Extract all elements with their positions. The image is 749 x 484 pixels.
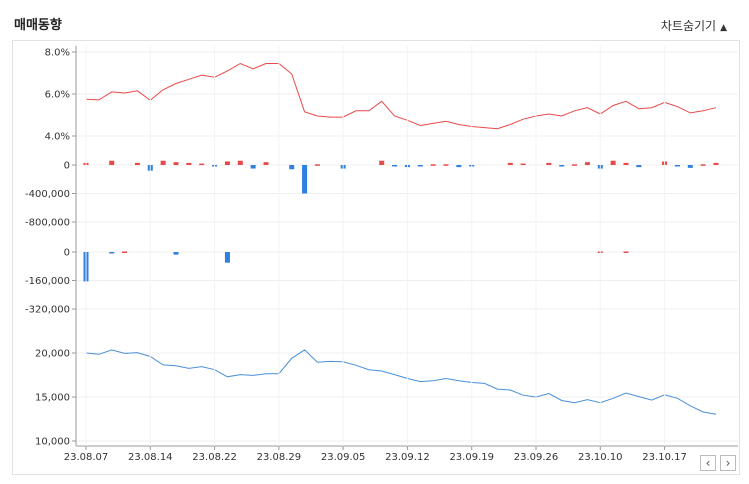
x-tick-label: 23.09.05 (321, 452, 366, 463)
y-tick-label: -800,000 (25, 218, 70, 229)
flow-1-bar (237, 160, 243, 165)
flow-1-bar (443, 164, 449, 166)
flow-1-bar (186, 162, 192, 165)
y-tick-label: 6.0% (45, 90, 70, 101)
flow-1-bar (109, 160, 115, 165)
hide-chart-label: 차트숨기기 (660, 19, 717, 33)
y-tick-label: 4.0% (45, 132, 70, 143)
flow-1-bar (430, 164, 436, 166)
x-tick-label: 23.09.26 (514, 452, 559, 463)
flow-1-bar (636, 165, 642, 168)
flow-1-bar (160, 160, 166, 165)
flow-1-bar (674, 165, 680, 167)
y-tick-label: 0 (64, 161, 70, 172)
x-tick-label: 23.08.29 (257, 452, 302, 463)
chart-frame (12, 40, 740, 475)
flow-1-bar (250, 165, 256, 169)
flow-1-bar (687, 165, 693, 168)
flow-2-bar (623, 251, 629, 253)
flow-1-bar (263, 162, 269, 165)
flow-2-bar (224, 252, 230, 263)
flow-1-bar (584, 162, 590, 165)
y-tick-label: -320,000 (25, 305, 70, 316)
price-line (85, 349, 717, 415)
x-tick-label: 23.08.14 (128, 452, 173, 463)
y-tick-label: 15,000 (35, 393, 70, 404)
flow-2-bar (122, 251, 128, 253)
x-tick-label: 23.08.22 (192, 452, 237, 463)
x-tick-label: 23.10.10 (578, 452, 623, 463)
flow-1-bar (623, 162, 629, 165)
x-tick-label: 23.08.07 (64, 452, 109, 463)
section-title: 매매동향 (14, 18, 62, 33)
flow-1-bar (520, 163, 526, 166)
flow-1-bar (559, 165, 565, 167)
y-tick-label: -160,000 (25, 276, 70, 287)
x-tick-label: 23.09.19 (449, 452, 494, 463)
flow-1-bar (417, 165, 423, 167)
flow-1-bar (456, 165, 462, 168)
y-tick-label: -400,000 (25, 189, 70, 200)
flow-1-bar (572, 164, 578, 166)
flow-1-bar (302, 165, 308, 194)
flow-1-bar (173, 162, 179, 165)
flow-1-bar (379, 160, 385, 165)
flow-1-bar (134, 162, 140, 165)
prev-page-button[interactable]: ‹ (700, 455, 716, 471)
flow-1-bar (289, 165, 295, 170)
flow-1-bar (507, 162, 513, 165)
y-tick-label: 8.0% (45, 48, 70, 59)
x-tick-label: 23.10.17 (642, 452, 687, 463)
chevron-left-icon: ‹ (705, 456, 711, 470)
flow-1-bar (314, 164, 320, 166)
chevron-right-icon: › (725, 456, 731, 470)
price-ratio-line (85, 62, 717, 130)
flow-1-bar (392, 165, 398, 167)
x-tick-label: 23.09.12 (385, 452, 430, 463)
next-page-button[interactable]: › (720, 455, 736, 471)
flow-1-bar (546, 162, 552, 165)
flow-1-bar (610, 160, 616, 165)
flow-2-bar (109, 252, 115, 254)
triangle-up-icon: ▲ (720, 23, 727, 33)
flow-2-bar (173, 252, 179, 255)
y-tick-label: 0 (64, 248, 70, 259)
hide-chart-toggle[interactable]: 차트숨기기 ▲ (661, 17, 727, 34)
flow-1-bar (199, 163, 205, 166)
y-tick-label: 20,000 (35, 349, 70, 360)
flow-1-bar (700, 164, 706, 166)
flow-1-bar (713, 162, 719, 165)
flow-1-bar (224, 161, 230, 165)
y-tick-label: 10,000 (35, 437, 70, 448)
